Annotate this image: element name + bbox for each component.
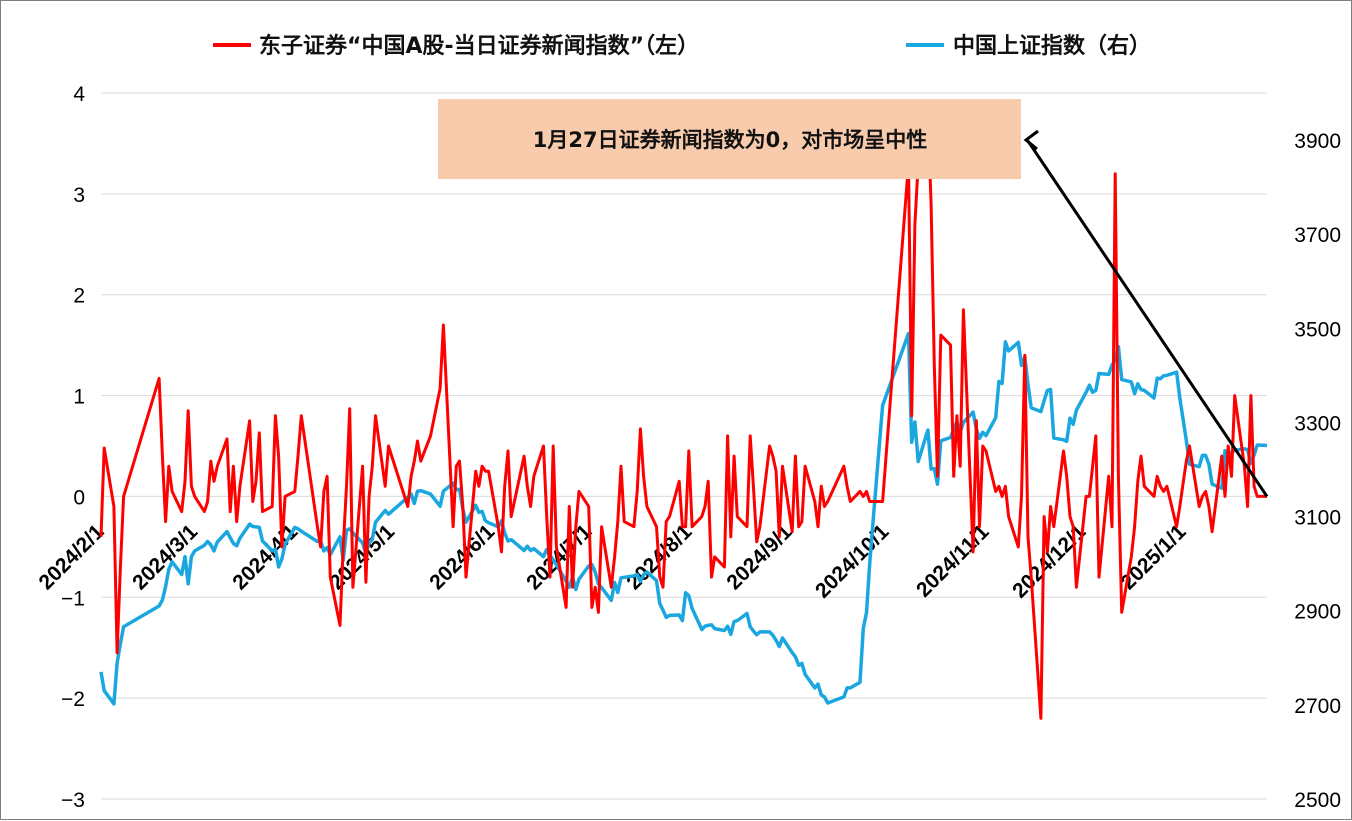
left-y-tick-label: 1 [73,386,85,409]
callout-arrow-head [1023,129,1039,151]
callout-box [438,99,1021,179]
right-y-tick-label: 2700 [1294,695,1341,718]
left-y-tick-label: 2 [73,285,85,308]
left-y-tick-label: −3 [61,789,85,812]
legend-label-news-index: 东子证券“中国A股-当日证券新闻指数”（左） [259,33,699,59]
right-y-tick-label: 3500 [1294,318,1341,341]
callout-text: 1月27日证券新闻指数为0，对市场呈中性 [533,128,927,152]
legend: 东子证券“中国A股-当日证券新闻指数”（左） 中国上证指数（右） [213,33,1151,59]
annotation-callout: 1月27日证券新闻指数为0，对市场呈中性 [438,99,1269,498]
x-tick-label: 2024/10/1 [811,520,894,603]
right-y-tick-label: 3300 [1294,412,1341,435]
left-y-tick-label: −1 [61,587,85,610]
x-tick-label: 2024/5/1 [325,520,399,594]
left-y-tick-label: 3 [73,184,85,207]
right-y-tick-label: 3100 [1294,507,1341,530]
left-y-tick-label: 0 [73,486,85,509]
right-y-tick-label: 2500 [1294,789,1341,812]
x-tick-label: 2024/11/1 [912,520,994,602]
right-y-tick-label: 3700 [1294,224,1341,247]
news-index-line [99,111,1267,720]
left-y-axis: 4 3 2 1 0 −1 −2 −3 [61,83,85,812]
left-y-tick-label: 4 [73,83,85,106]
x-tick-label: 2024/2/1 [34,520,108,594]
callout-arrow-line [1026,140,1269,498]
right-y-tick-label: 2900 [1294,601,1341,624]
right-y-axis: 3900 3700 3500 3300 3100 2900 2700 2500 [1294,130,1341,812]
left-y-tick-label: −2 [61,688,85,711]
series-lines [99,111,1268,720]
gridlines [101,92,1267,800]
shanghai-index-line [99,331,1268,706]
right-y-tick-label: 3900 [1294,130,1341,153]
legend-label-shanghai-index: 中国上证指数（右） [953,33,1151,59]
